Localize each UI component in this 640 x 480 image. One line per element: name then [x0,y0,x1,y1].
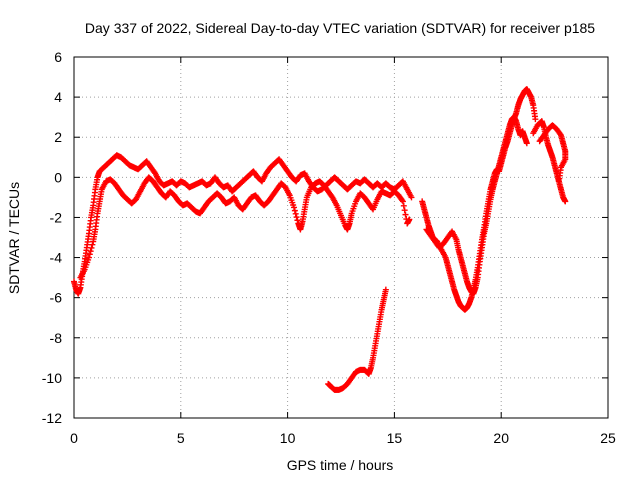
x-tick-label: 15 [387,430,403,446]
data-point-marker [401,207,408,214]
data-point-marker [399,197,406,204]
y-tick-labels: -12 -10 -8 -6 -4 -2 0 2 4 6 [42,49,62,426]
y-tick-label: -6 [50,290,63,306]
series-late-tail [530,118,569,205]
x-tick-label: 5 [177,430,185,446]
y-tick-label: 4 [54,89,62,105]
series-drop-b [423,114,530,297]
data-point-marker [557,131,564,138]
data-point-marker [406,216,413,223]
grid [74,57,608,418]
y-tick-label: -2 [50,209,63,225]
y-tick-label: -8 [50,330,63,346]
y-tick-label: 0 [54,169,62,185]
data-point-marker [402,211,409,218]
axes [73,56,609,419]
x-tick-label: 10 [280,430,296,446]
x-tick-label: 0 [70,430,78,446]
data-point-marker [88,244,95,251]
data-point-marker [562,198,569,205]
series-isolated-dip [325,286,389,393]
data-point-marker [523,140,530,147]
data-point-marker [399,198,406,205]
y-tick-label: 2 [54,129,62,145]
y-tick-label: -12 [42,410,62,426]
data-series [71,86,569,393]
plot-frame [73,56,609,419]
series-rise-b [77,174,413,281]
data-point-marker [292,210,299,217]
data-point-marker [382,286,389,293]
data-point-marker [400,202,407,209]
data-point-marker [89,241,96,248]
x-tick-label: 25 [600,430,616,446]
series-drop-and-recover [419,86,539,313]
x-axis-label: GPS time / hours [287,457,394,473]
x-tick-label: 20 [493,430,509,446]
series-late-tail-b [536,122,569,185]
y-tick-label: -4 [50,250,63,266]
data-point-marker [555,178,562,185]
data-point-marker [87,248,94,255]
data-point-marker [291,204,298,211]
data-point-marker [86,251,93,258]
y-axis-label: SDTVAR / TECUs [6,182,22,294]
data-point-marker [408,194,415,201]
series-rise-a [71,152,415,297]
data-point-marker [291,207,298,214]
data-point-marker [532,116,539,123]
y-tick-label: 6 [54,49,62,65]
chart-title: Day 337 of 2022, Sidereal Day-to-day VTE… [85,20,595,36]
x-tick-labels: 0 5 10 15 20 25 [70,430,616,446]
data-point-marker [293,214,300,221]
data-point-marker [294,217,301,224]
y-tick-label: -10 [42,370,62,386]
data-point-marker [85,254,92,261]
